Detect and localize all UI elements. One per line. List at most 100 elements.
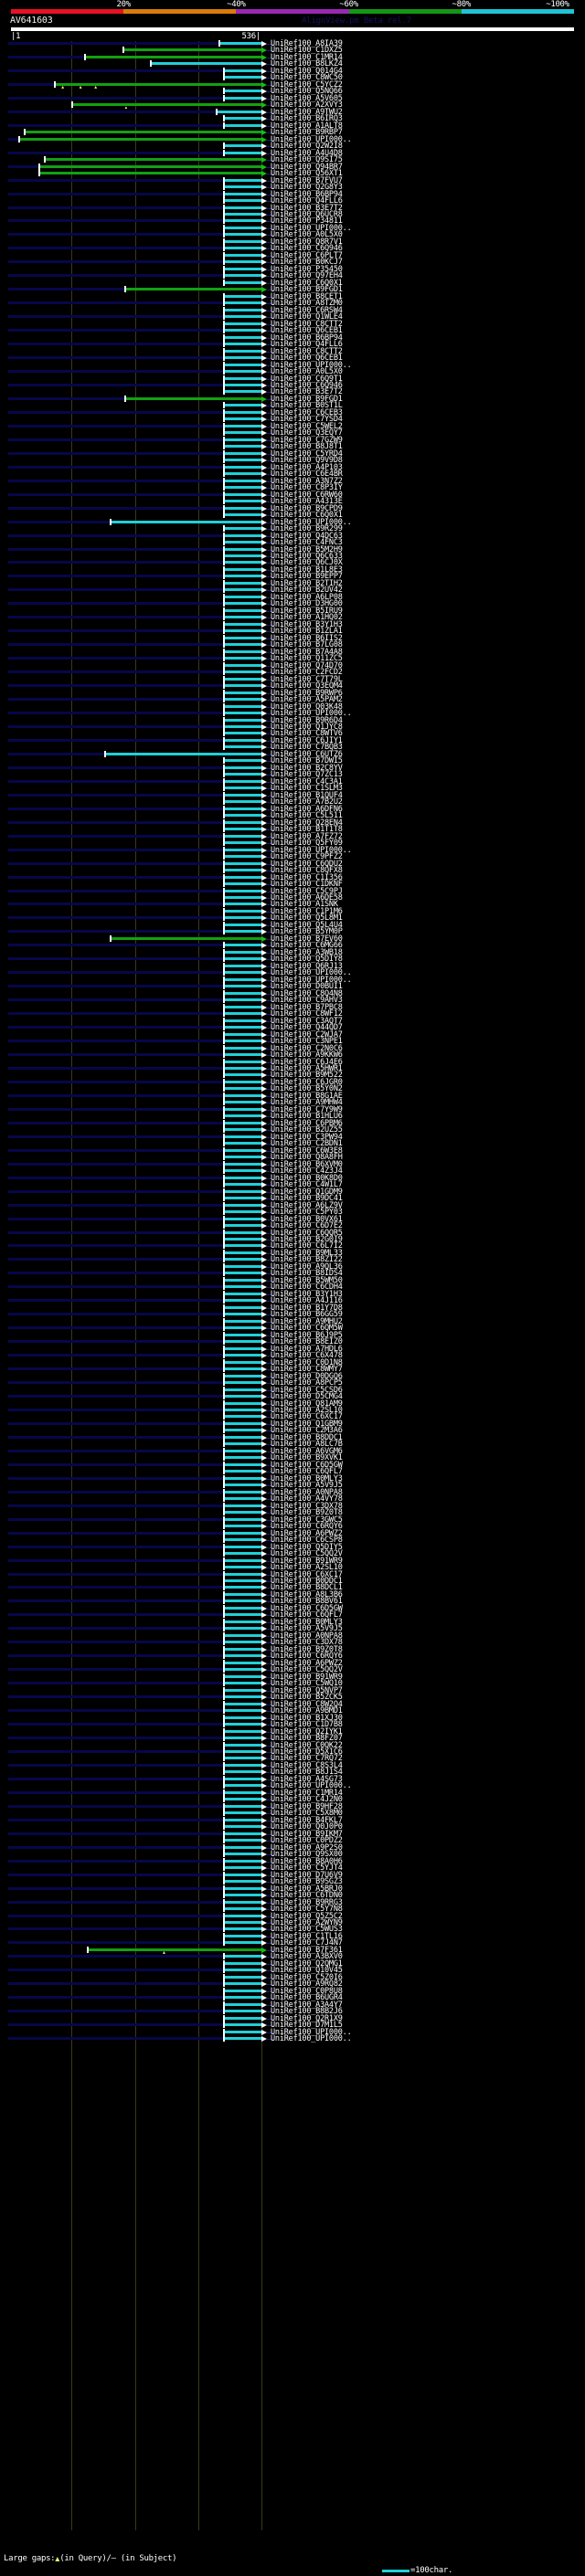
alignment-row[interactable]: UniRef100_B8B2J6	[0, 2008, 585, 2016]
alignment-row[interactable]: UniRef100_UPI000..	[0, 361, 585, 369]
hsp-bar[interactable]	[38, 164, 261, 168]
hsp-bar[interactable]	[223, 1367, 261, 1371]
hsp-bar[interactable]	[223, 1203, 261, 1207]
alignment-row[interactable]: UniRef100_C6D7E2	[0, 1222, 585, 1230]
subject-id-label[interactable]: UniRef100_C6MG66	[271, 941, 343, 951]
subject-id-label[interactable]: UniRef100_C5PY03	[271, 1208, 343, 1218]
alignment-row[interactable]: UniRef100_B5IRU9	[0, 607, 585, 615]
hsp-bar[interactable]	[223, 390, 261, 394]
hsp-bar[interactable]	[223, 896, 261, 899]
hsp-bar[interactable]	[223, 1313, 261, 1316]
subject-id-label[interactable]: UniRef100_B6XVM0	[271, 1159, 343, 1169]
hsp-bar[interactable]	[223, 725, 261, 728]
alignment-row[interactable]: UniRef100_C8QFX8	[0, 867, 585, 875]
hsp-bar[interactable]	[223, 800, 261, 804]
alignment-row[interactable]: UniRef100_C8Q4N8	[0, 989, 585, 998]
alignment-row[interactable]: UniRef100_A9KKW6	[0, 1051, 585, 1060]
hsp-bar[interactable]	[223, 698, 261, 702]
alignment-row[interactable]: UniRef100_Q5NVP7	[0, 1686, 585, 1694]
hsp-bar[interactable]	[223, 294, 261, 298]
alignment-row[interactable]: UniRef100_Q4FLL6	[0, 341, 585, 349]
hsp-bar[interactable]	[223, 1285, 261, 1289]
alignment-row[interactable]: UniRef100_B8J8T1	[0, 443, 585, 451]
subject-id-label[interactable]: UniRef100_C1MR14	[271, 1788, 343, 1798]
hsp-bar[interactable]	[223, 410, 261, 414]
hsp-bar[interactable]	[223, 513, 261, 517]
subject-id-label[interactable]: UniRef100_Q7ZC13	[271, 770, 343, 780]
subject-id-label[interactable]: UniRef100_C6RQY6	[271, 1522, 343, 1532]
subject-id-label[interactable]: UniRef100_C5WQ10	[271, 1679, 343, 1689]
alignment-row[interactable]: UniRef100_C7J4N7	[0, 1939, 585, 1948]
subject-id-label[interactable]: UniRef100_C6D5GW	[271, 1603, 343, 1613]
alignment-row[interactable]: UniRef100_Q03K48	[0, 702, 585, 711]
alignment-row[interactable]: UniRef100_B9FGD1	[0, 286, 585, 294]
alignment-row[interactable]: UniRef100_B6J9P5	[0, 1331, 585, 1339]
alignment-row[interactable]: UniRef100_Q28EN4	[0, 818, 585, 827]
alignment-row[interactable]: UniRef100_A4313E	[0, 498, 585, 506]
alignment-row[interactable]: UniRef100_Q7ZC13	[0, 770, 585, 780]
subject-id-label[interactable]: UniRef100_B4FKL7	[271, 1815, 343, 1825]
subject-id-label[interactable]: UniRef100_A7HDL6	[271, 1344, 343, 1354]
hsp-bar[interactable]	[223, 1032, 261, 1036]
hsp-bar[interactable]	[223, 1763, 261, 1767]
hsp-bar[interactable]	[223, 356, 261, 360]
hsp-bar[interactable]	[223, 1900, 261, 1904]
hsp-bar[interactable]	[223, 1114, 261, 1118]
alignment-row[interactable]: UniRef100_C4W1L7	[0, 1181, 585, 1189]
alignment-row[interactable]: UniRef100_C3NPE1	[0, 1038, 585, 1046]
subject-id-label[interactable]: UniRef100_Q2R1X9	[271, 2013, 343, 2023]
subject-id-label[interactable]: UniRef100_A5V9J5	[271, 1481, 343, 1491]
hsp-bar[interactable]	[223, 841, 261, 845]
alignment-row[interactable]: UniRef100_A4P103	[0, 463, 585, 471]
alignment-row[interactable]: UniRef100_C8CTT2	[0, 320, 585, 328]
alignment-row[interactable]: UniRef100_B8ZI22	[0, 1256, 585, 1264]
subject-id-label[interactable]: UniRef100_C5WEL2	[271, 421, 343, 431]
subject-id-label[interactable]: UniRef100_C3PW94	[271, 1132, 343, 1142]
hsp-bar[interactable]	[223, 1490, 261, 1494]
subject-id-label[interactable]: UniRef100_A8LC7B	[271, 1440, 343, 1450]
subject-id-label[interactable]: UniRef100_C6RSW4	[271, 305, 343, 315]
hsp-bar[interactable]	[223, 1258, 261, 1262]
alignment-row[interactable]: UniRef100_Q5DIY5	[0, 1543, 585, 1551]
subject-id-label[interactable]: UniRef100_B3Y1H3	[271, 619, 343, 629]
subject-id-label[interactable]: UniRef100_B6GG59	[271, 1310, 343, 1320]
alignment-row[interactable]: UniRef100_B9IKM7	[0, 1830, 585, 1838]
hsp-bar[interactable]	[223, 1825, 261, 1829]
alignment-row[interactable]: UniRef100_B2UZ55	[0, 1126, 585, 1135]
alignment-row[interactable]: UniRef100_C7YSD4	[0, 416, 585, 424]
subject-id-label[interactable]: UniRef100_D5X1C6	[271, 1747, 343, 1757]
hsp-bar[interactable]	[223, 1934, 261, 1937]
alignment-row[interactable]: UniRef100_B9Z0T8	[0, 1509, 585, 1517]
hsp-bar[interactable]	[223, 1804, 261, 1808]
hsp-bar[interactable]	[223, 1914, 261, 1917]
hsp-bar[interactable]	[223, 957, 261, 961]
hsp-bar[interactable]	[223, 1525, 261, 1528]
alignment-row[interactable]: UniRef100_C6CDH4	[0, 1283, 585, 1292]
hsp-bar[interactable]	[223, 1435, 261, 1439]
alignment-row[interactable]: UniRef100_C6QQR5	[0, 1229, 585, 1237]
hsp-bar[interactable]	[223, 1661, 261, 1664]
alignment-row[interactable]: UniRef100_C5QQ2V	[0, 1550, 585, 1558]
hsp-bar[interactable]	[223, 192, 261, 195]
alignment-row[interactable]: UniRef100_C6MG66	[0, 941, 585, 951]
alignment-row[interactable]: UniRef100_A4VY78	[0, 1495, 585, 1504]
subject-id-label[interactable]: UniRef100_Q6RJ13	[271, 961, 343, 971]
hsp-bar[interactable]	[223, 1346, 261, 1350]
hsp-bar[interactable]	[223, 1462, 261, 1466]
hsp-bar[interactable]	[223, 424, 261, 428]
alignment-row[interactable]: UniRef100_C8WMY7	[0, 1366, 585, 1374]
subject-id-label[interactable]: UniRef100_C8W2Q4	[271, 1699, 343, 1709]
hsp-bar[interactable]	[223, 1272, 261, 1275]
alignment-row[interactable]: UniRef100_C8W2Q4	[0, 1699, 585, 1709]
subject-id-label[interactable]: UniRef100_B0VX61	[271, 1214, 343, 1224]
alignment-row[interactable]: UniRef100_C6PBM6	[0, 1119, 585, 1127]
subject-id-label[interactable]: UniRef100_D0DGQ6	[271, 1371, 343, 1381]
hsp-bar[interactable]	[223, 1374, 261, 1378]
alignment-row[interactable]: UniRef100_C7Y9W9	[0, 1105, 585, 1114]
subject-id-label[interactable]: UniRef100_A0NPA8	[271, 1631, 343, 1641]
hsp-bar[interactable]	[223, 1832, 261, 1835]
alignment-row[interactable]: UniRef100_Q6CJ0X	[0, 559, 585, 567]
hsp-bar[interactable]	[109, 936, 261, 940]
subject-id-label[interactable]: UniRef100_C7GZW9	[271, 435, 343, 445]
alignment-row[interactable]: UniRef100_C5YJT4	[0, 1864, 585, 1873]
